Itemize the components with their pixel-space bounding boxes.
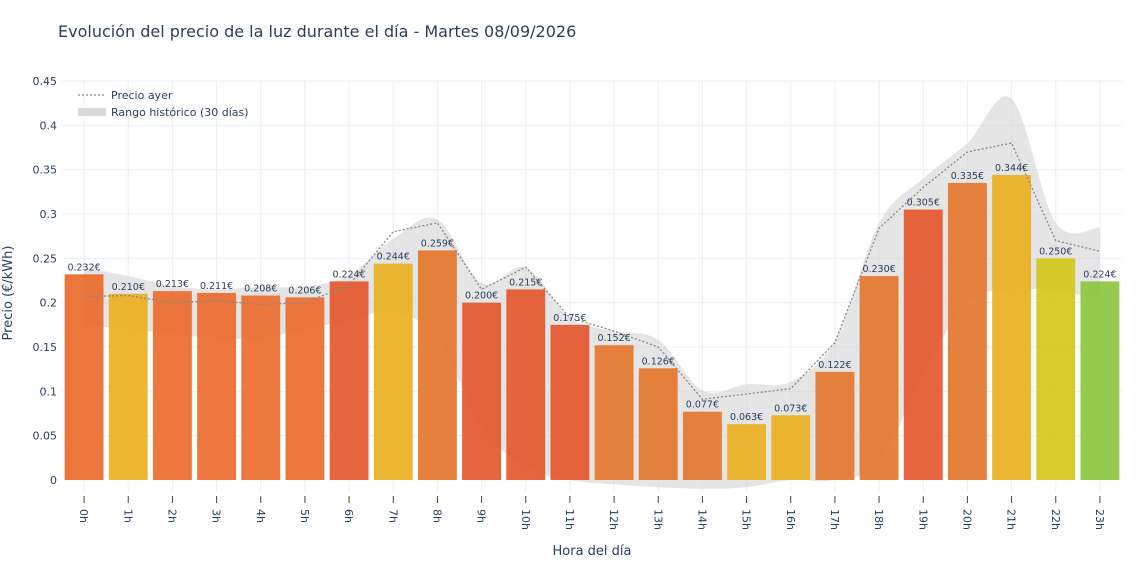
x-tick-label-0h: 0h [77,509,90,523]
axis-layer: 0 0.05 0.1 0.15 0.2 0.25 0.3 0.35 0.4 0.45 0h 1h 2h 3… [33,75,1106,530]
data-label-11h: 0.175€ [553,313,586,324]
data-label-17h: 0.122€ [818,360,851,371]
data-label-16h: 0.073€ [774,403,807,414]
bar-2h [152,291,192,480]
data-label-0h: 0.232€ [67,262,100,273]
bar-10h [506,289,546,480]
data-label-layer: 0.232€ 0.210€ 0.213€ 0.211€ 0.208€ 0.206€ 0.22… [67,163,1116,423]
x-tick-label-15h: 15h [740,509,753,530]
x-tick-label-12h: 12h [607,509,620,530]
data-label-18h: 0.230€ [862,264,895,275]
bar-6h [329,281,369,480]
bar-8h [417,250,457,480]
legend-label-rango-historico: Rango histórico (30 días) [111,106,249,119]
x-tick-label-16h: 16h [784,509,797,530]
bar-22h [1036,258,1076,480]
y-tick-label: 0.4 [40,119,58,132]
x-tick-label-8h: 8h [430,509,443,523]
x-axis-title: Hora del día [553,544,632,559]
data-label-20h: 0.335€ [951,171,984,182]
x-tick-label-14h: 14h [695,509,708,530]
data-label-23h: 0.224€ [1083,269,1116,280]
historical-range-band [84,96,1100,489]
data-label-14h: 0.077€ [686,400,719,411]
x-tick-label-5h: 5h [298,509,311,523]
data-label-9h: 0.200€ [465,291,498,302]
y-axis-title: Precio (€/kWh) [1,246,16,341]
x-tick-label-21h: 21h [1005,509,1018,530]
y-tick-label: 0.35 [33,164,58,177]
data-label-5h: 0.206€ [288,285,321,296]
data-label-10h: 0.215€ [509,277,542,288]
bar-13h [638,368,678,480]
bar-1h [108,293,148,480]
data-label-1h: 0.210€ [112,282,145,293]
bar-16h [771,415,811,480]
y-tick-label: 0.25 [33,252,58,265]
historical-range-area [84,96,1100,489]
x-tick-label-18h: 18h [872,509,885,530]
data-label-12h: 0.152€ [597,333,630,344]
legend-swatch-rango-historico [78,108,106,116]
bar-9h [462,302,502,480]
legend-label-precio-ayer: Precio ayer [111,89,173,102]
bar-5h [285,297,325,480]
x-tick-label-4h: 4h [254,509,267,523]
x-tick-label-10h: 10h [519,509,532,530]
data-label-8h: 0.259€ [421,238,454,249]
bar-11h [550,324,590,480]
data-label-19h: 0.305€ [907,198,940,209]
chart-title: Evolución del precio de la luz durante e… [58,22,577,41]
x-tick-label-2h: 2h [165,509,178,523]
y-tick-label: 0.45 [33,75,58,88]
data-label-6h: 0.224€ [332,269,365,280]
bar-12h [594,345,634,480]
bar-19h [903,209,943,481]
bar-20h [947,182,987,480]
data-label-22h: 0.250€ [1039,246,1072,257]
data-label-21h: 0.344€ [995,163,1028,174]
y-tick-label: 0.3 [40,208,58,221]
x-tick-label-17h: 17h [828,509,841,530]
x-tick-label-9h: 9h [475,509,488,523]
bar-7h [373,263,413,480]
bar-23h [1080,281,1120,480]
data-label-13h: 0.126€ [642,356,675,367]
y-tick-label: 0.05 [33,430,58,443]
x-tick-label-11h: 11h [563,509,576,530]
data-label-7h: 0.244€ [377,252,410,263]
x-tick-label-23h: 23h [1093,509,1106,530]
bar-3h [197,292,237,480]
x-tick-label-1h: 1h [121,509,134,523]
x-tick-label-22h: 22h [1049,509,1062,530]
x-tick-label-20h: 20h [960,509,973,530]
data-label-2h: 0.213€ [156,279,189,290]
bar-21h [992,174,1032,480]
x-tick-label-7h: 7h [386,509,399,523]
x-tick-label-13h: 13h [651,509,664,530]
y-tick-label: 0.15 [33,341,58,354]
y-tick-label: 0 [50,474,57,487]
data-label-15h: 0.063€ [730,412,763,423]
y-tick-label: 0.1 [40,385,58,398]
x-tick-label-19h: 19h [916,509,929,530]
bar-4h [241,295,281,480]
bar-15h [727,424,767,480]
x-tick-label-6h: 6h [342,509,355,523]
x-tick-label-3h: 3h [210,509,223,523]
bar-layer [64,174,1120,481]
bar-0h [64,274,104,480]
data-label-3h: 0.211€ [200,281,233,292]
bar-18h [859,276,899,480]
legend: Precio ayer Rango histórico (30 días) [78,89,249,119]
y-tick-label: 0.2 [40,297,58,310]
bar-14h [682,411,722,480]
data-label-4h: 0.208€ [244,284,277,295]
bar-17h [815,371,855,480]
